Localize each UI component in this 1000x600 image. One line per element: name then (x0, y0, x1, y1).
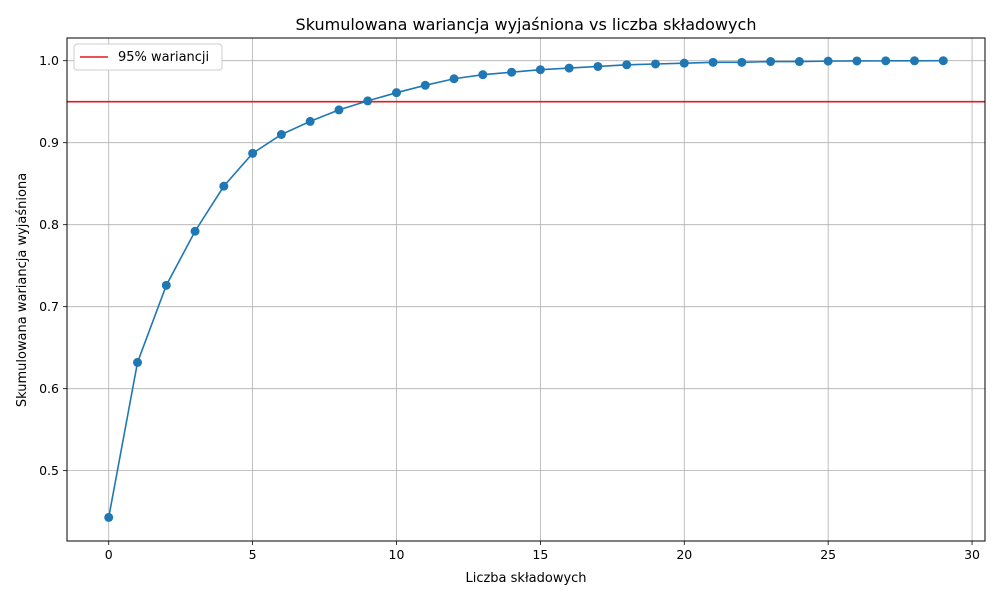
x-tick-label: 30 (964, 547, 980, 562)
data-point (507, 67, 517, 77)
x-tick-label: 20 (676, 547, 692, 562)
data-point (420, 80, 430, 90)
y-tick-label: 0.7 (39, 299, 59, 314)
data-point (133, 357, 143, 367)
data-point (650, 59, 660, 69)
data-point (852, 56, 862, 66)
data-point (823, 56, 833, 66)
data-point (392, 88, 402, 98)
data-point (737, 57, 747, 67)
y-axis-label: Skumulowana wariancja wyjaśniona (15, 173, 30, 407)
y-tick-label: 0.5 (39, 463, 59, 478)
series-line (107, 59, 944, 518)
data-point (276, 130, 286, 140)
x-tick-label: 10 (389, 547, 405, 562)
chart-title: Skumulowana wariancja wyjaśniona vs licz… (296, 15, 757, 34)
data-point (622, 60, 632, 70)
y-tick-label: 0.8 (39, 217, 59, 232)
x-axis-label: Liczba składowych (465, 571, 586, 586)
x-tick-label: 5 (249, 547, 257, 562)
data-point (564, 63, 574, 73)
data-point (938, 56, 948, 66)
data-point (104, 512, 114, 522)
x-tick-label: 15 (532, 547, 548, 562)
data-point (161, 280, 171, 290)
data-point (881, 56, 891, 66)
y-tick-label: 0.6 (39, 381, 59, 396)
data-point (334, 105, 344, 115)
x-tick-label: 0 (105, 547, 113, 562)
data-point (794, 57, 804, 67)
data-point (708, 57, 718, 67)
data-point (219, 181, 229, 191)
y-tick-label: 1.0 (39, 53, 59, 68)
y-tick-label: 0.9 (39, 135, 59, 150)
legend-entry-label: 95% wariancji (118, 50, 209, 65)
data-point (478, 70, 488, 80)
data-point (449, 74, 459, 84)
series-layer (104, 56, 948, 522)
data-point (535, 65, 545, 75)
legend: 95% wariancji (73, 43, 223, 71)
x-tick-label: 25 (820, 547, 836, 562)
data-point (593, 61, 603, 71)
data-point (305, 116, 315, 126)
legend-box (73, 43, 223, 71)
data-point (248, 148, 258, 158)
plot-frame (66, 37, 986, 542)
data-point (909, 56, 919, 66)
data-point (363, 96, 373, 106)
data-point (679, 58, 689, 68)
ticks: 0 5 10 15 20 25 30 0.5 0.6 0.7 0.8 0.9 1.0 (39, 53, 980, 562)
data-point (766, 57, 776, 67)
data-point (190, 226, 200, 236)
